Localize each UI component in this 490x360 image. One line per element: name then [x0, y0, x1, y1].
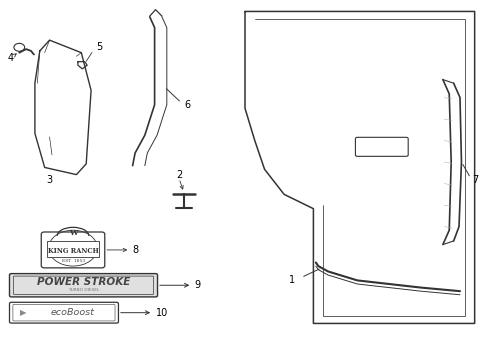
FancyBboxPatch shape — [9, 302, 119, 323]
Text: 2: 2 — [176, 170, 182, 180]
Text: ▶: ▶ — [21, 308, 27, 317]
Text: 6: 6 — [184, 100, 190, 110]
Text: 1: 1 — [289, 275, 295, 285]
FancyBboxPatch shape — [13, 305, 115, 321]
Text: 10: 10 — [156, 308, 168, 318]
Text: TURBO DIESEL: TURBO DIESEL — [68, 288, 99, 292]
FancyBboxPatch shape — [9, 274, 158, 297]
Text: 5: 5 — [96, 42, 102, 52]
Text: 8: 8 — [133, 245, 139, 255]
Text: EST  1853: EST 1853 — [62, 259, 84, 263]
FancyBboxPatch shape — [47, 241, 99, 257]
Text: 3: 3 — [47, 175, 52, 185]
Text: KING RANCH: KING RANCH — [48, 247, 98, 255]
FancyBboxPatch shape — [41, 232, 105, 268]
Text: POWER STROKE: POWER STROKE — [37, 277, 130, 287]
Text: 4: 4 — [7, 53, 14, 63]
FancyBboxPatch shape — [13, 276, 154, 294]
Text: ecoBoost: ecoBoost — [51, 308, 95, 317]
Text: W: W — [69, 229, 77, 237]
Text: 9: 9 — [195, 280, 201, 290]
Text: 7: 7 — [472, 175, 478, 185]
FancyBboxPatch shape — [355, 137, 408, 156]
